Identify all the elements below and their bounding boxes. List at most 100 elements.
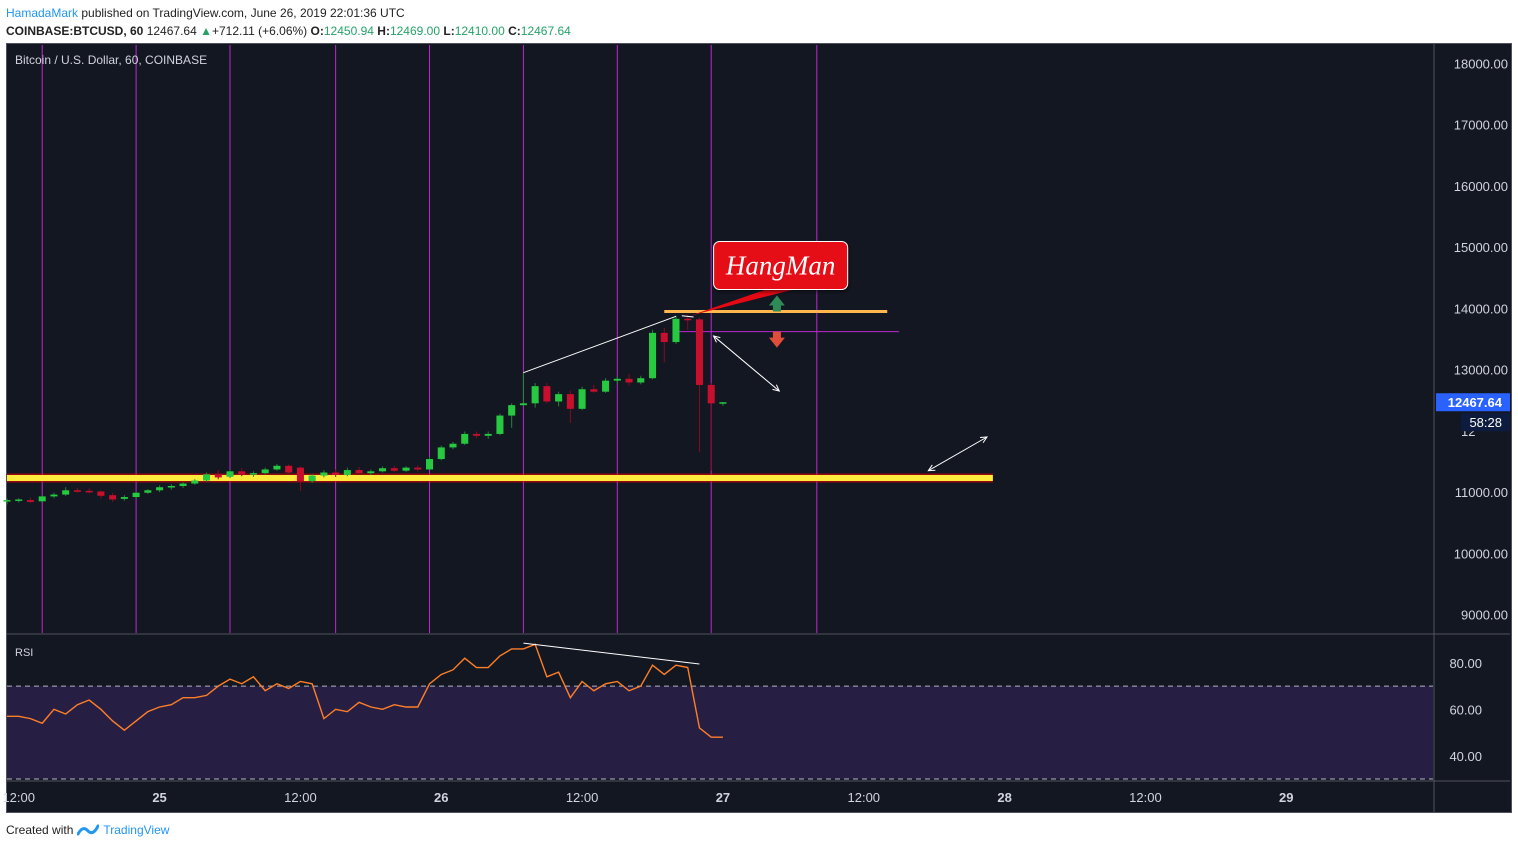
candle-body-15: [179, 483, 187, 486]
candle-body-27: [320, 472, 328, 476]
price-tick-1: 10000.00: [1454, 546, 1508, 561]
rsi-band: [7, 686, 1433, 779]
last-price: 12467.64: [146, 24, 197, 38]
price-tick-8: 17000.00: [1454, 118, 1508, 133]
price-tick-5: 14000.00: [1454, 301, 1508, 316]
chart-title: Bitcoin / U.S. Dollar, 60, COINBASE: [15, 53, 207, 67]
price-tick-7: 16000.00: [1454, 179, 1508, 194]
candle-body-21: [249, 473, 257, 475]
candle-body-8: [97, 491, 105, 496]
candle-body-5: [62, 490, 70, 495]
candle-body-40: [472, 433, 480, 436]
symbol-label: COINBASE:BTCUSD, 60: [6, 24, 144, 38]
candle-body-39: [461, 433, 469, 444]
close-value: 12467.64: [520, 24, 571, 38]
price-change: +712.11 (+6.06%): [212, 24, 308, 38]
time-tick-2: 12:00: [284, 790, 317, 805]
candle-body-2: [26, 500, 34, 502]
candle-body-49: [578, 389, 586, 409]
high-value: 12469.00: [389, 24, 441, 38]
candle-body-30: [355, 470, 363, 474]
up-arrow-icon: [768, 295, 785, 312]
current-price-badge: [1436, 393, 1510, 412]
candle-body-46: [543, 386, 551, 402]
candle-body-23: [273, 465, 281, 470]
publish-info: published on TradingView.com, June 26, 2…: [78, 6, 405, 20]
price-tick-0: 9000.00: [1461, 608, 1508, 623]
open-value: 12450.94: [323, 24, 374, 38]
up-triangle-icon: ▲: [200, 24, 212, 38]
rsi-tick-2: 80.00: [1449, 656, 1482, 671]
candle-body-29: [343, 470, 351, 475]
time-tick-0: 12:00: [2, 790, 35, 805]
time-tick-7: 28: [997, 790, 1011, 805]
arrow-up-right-head-0: [979, 436, 989, 444]
candle-body-19: [226, 471, 234, 477]
arrow-up-right-line: [928, 436, 988, 472]
arrow-up-right-head-1: [927, 464, 936, 472]
candle-body-38: [449, 443, 457, 448]
candle-body-42: [496, 415, 504, 434]
countdown-badge: [1461, 413, 1510, 432]
time-tick-5: 27: [716, 790, 730, 805]
price-tick-6: 15000.00: [1454, 240, 1508, 255]
candle-body-26: [308, 475, 316, 482]
candle-body-52: [613, 378, 621, 381]
callout-text: HangMan: [725, 251, 836, 281]
candle-body-7: [85, 490, 93, 493]
arrow-down-right-head-0: [772, 384, 781, 392]
candle-body-50: [590, 389, 598, 392]
time-tick-8: 12:00: [1129, 790, 1162, 805]
candle-body-16: [191, 480, 199, 484]
candle-body-37: [437, 447, 445, 460]
low-label: L:: [443, 24, 455, 38]
candle-body-57: [672, 318, 680, 343]
time-tick-1: 25: [152, 790, 166, 805]
candle-body-9: [109, 495, 117, 500]
candle-body-1: [15, 499, 23, 501]
open-label: O:: [310, 24, 324, 38]
arrow-down-right-line: [713, 335, 780, 392]
price-tick-4: 13000.00: [1454, 363, 1508, 378]
candle-body-17: [203, 474, 211, 481]
down-arrow-icon: [768, 331, 785, 348]
author-link[interactable]: HamadaMark: [6, 6, 79, 20]
candle-body-25: [296, 467, 304, 482]
rsi-divergence-line: [523, 642, 700, 665]
candle-body-10: [120, 497, 128, 499]
low-value: 12410.00: [454, 24, 505, 38]
candle-body-34: [402, 467, 410, 471]
candle-body-59: [695, 319, 703, 385]
candle-body-13: [156, 487, 164, 491]
candle-body-0: [3, 500, 11, 502]
time-tick-9: 29: [1279, 790, 1293, 805]
arrow-down-right-head-1: [712, 335, 721, 343]
candle-body-41: [484, 433, 492, 436]
candle-body-53: [625, 378, 633, 383]
candle-body-44: [519, 403, 527, 406]
close-label: C:: [508, 24, 521, 38]
tradingview-brand[interactable]: TradingView: [103, 823, 170, 837]
candle-body-4: [50, 494, 58, 497]
candle-body-60: [707, 384, 715, 404]
candle-body-22: [261, 469, 269, 474]
time-tick-6: 12:00: [848, 790, 881, 805]
candle-body-14: [167, 486, 175, 488]
candle-body-56: [660, 332, 668, 343]
candle-body-48: [566, 394, 574, 409]
candle-body-51: [602, 380, 610, 392]
candle-body-12: [144, 490, 152, 493]
trend-line-price-end: [681, 315, 694, 318]
candle-body-33: [390, 468, 398, 471]
price-tick-2: 11000.00: [1455, 485, 1508, 500]
rsi-line: [7, 643, 723, 738]
candle-body-3: [38, 496, 46, 502]
current-price-text: 12467.64: [1448, 395, 1503, 410]
time-tick-3: 26: [434, 790, 448, 805]
price-tick-9: 18000.00: [1454, 56, 1508, 71]
candle-body-24: [285, 465, 293, 473]
candle-body-6: [73, 490, 81, 492]
rsi-tick-1: 60.00: [1449, 702, 1482, 717]
tradingview-logo-icon: [77, 824, 100, 836]
